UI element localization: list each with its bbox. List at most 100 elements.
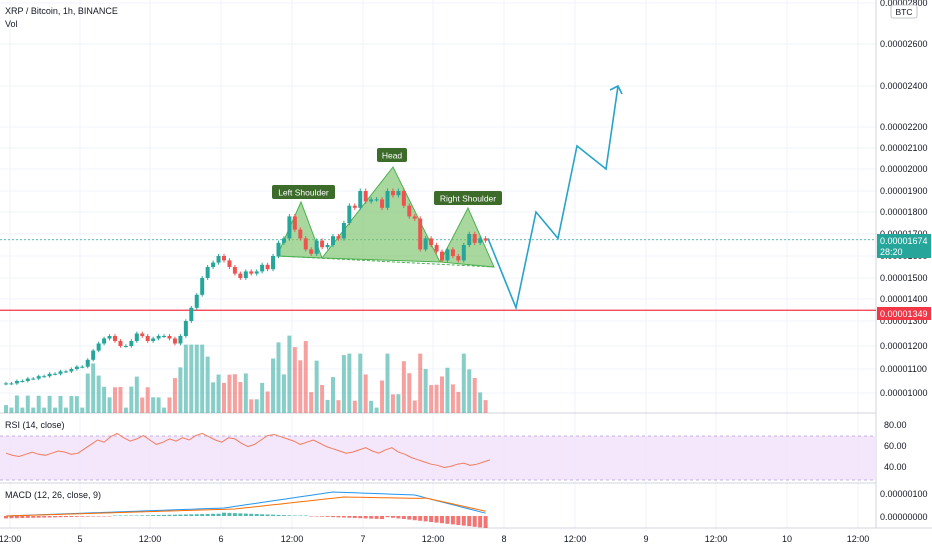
candlesticks: [4, 188, 488, 386]
time-tick: 10: [782, 534, 792, 544]
volume-bar: [96, 375, 101, 413]
volume-bar: [91, 363, 96, 413]
candle-body: [385, 191, 390, 208]
time-tick: 12:00: [847, 534, 870, 544]
currency-text: BTC: [896, 7, 913, 17]
current-price-badge[interactable]: 0.00001674 28:20: [877, 234, 931, 258]
currency-badge[interactable]: BTC: [890, 4, 918, 19]
candle-body: [423, 238, 428, 250]
volume-bar: [374, 407, 379, 413]
volume-bar: [200, 344, 205, 413]
candle-body: [85, 359, 90, 367]
price-tick: 0.00002600: [880, 39, 928, 49]
macd-label[interactable]: MACD (12, 26, close, 9): [5, 490, 102, 500]
macd-bar: [216, 513, 221, 516]
price-tick: 0.00001400: [880, 294, 928, 304]
candle-body: [216, 256, 221, 263]
volume-bar: [216, 374, 221, 413]
candle-body: [374, 199, 379, 201]
macd-bar: [25, 516, 30, 518]
macd-bar: [42, 516, 47, 518]
macd-bar: [331, 516, 335, 518]
time-axis[interactable]: 12:00 5 12:00 6 12:00 7 12:00 8 12:00 9 12:00 10 12:…: [0, 534, 869, 544]
price-axis[interactable]: 0.00002800 0.00002600 0.00002400 0.00002200…: [880, 0, 928, 398]
macd-bar: [363, 516, 368, 519]
right-shoulder-text: Right Shoulder: [440, 194, 496, 204]
macd-bar: [189, 514, 194, 516]
macd-bar: [200, 514, 205, 516]
macd-bar: [227, 512, 232, 516]
vol-label[interactable]: Vol: [5, 19, 18, 29]
volume-bar: [102, 386, 107, 413]
projection-path[interactable]: [487, 85, 619, 311]
macd-bar: [303, 515, 308, 516]
macd-bar: [341, 516, 346, 518]
volume-bar: [118, 386, 123, 413]
volume-bar: [31, 407, 36, 413]
macd-tick: 0.00000000: [880, 512, 928, 522]
right-shoulder-label[interactable]: Right Shoulder: [434, 191, 502, 205]
candle-body: [456, 256, 461, 261]
macd-bar: [47, 516, 52, 518]
left-shoulder-label[interactable]: Left Shoulder: [272, 185, 335, 199]
volume-bar: [445, 367, 450, 413]
macd-bar: [145, 515, 150, 516]
macd-bar: [450, 516, 455, 525]
macd-bar: [140, 515, 145, 516]
price-tick: 0.00001300: [880, 316, 928, 326]
macd-bar: [36, 516, 41, 518]
candle-body: [412, 216, 417, 219]
volume-bar: [320, 384, 325, 413]
macd-bar: [325, 516, 330, 517]
price-tick: 0.00001900: [880, 186, 928, 196]
volume-bar: [461, 353, 466, 413]
volume-bar: [390, 394, 395, 413]
candle-body: [123, 346, 128, 347]
signal-line: [5, 496, 486, 517]
volume-bar: [271, 358, 276, 413]
candle-body: [461, 245, 466, 261]
volume-bar: [113, 387, 117, 413]
macd-bar: [298, 515, 303, 516]
macd-bar: [347, 516, 352, 518]
candle-body: [260, 264, 265, 272]
volume-bar: [232, 374, 237, 413]
macd-bar: [320, 516, 325, 517]
macd-bar: [260, 514, 265, 516]
volume-bar: [450, 384, 455, 413]
macd-tick: 0.00000100: [880, 489, 928, 499]
candle-body: [292, 216, 297, 230]
volume-bar: [309, 392, 314, 413]
macd-bar: [254, 514, 259, 516]
candle-body: [363, 191, 368, 202]
volume-bar: [423, 368, 428, 413]
time-tick: 12:00: [139, 534, 162, 544]
macd-bar: [276, 514, 281, 516]
candle-body: [53, 373, 58, 375]
candle-body: [162, 336, 167, 337]
macd-bar: [222, 512, 226, 516]
volume-bar: [9, 407, 14, 413]
candle-body: [440, 251, 444, 261]
head-label[interactable]: Head: [377, 148, 407, 162]
volume-bar: [363, 374, 368, 413]
price-tick: 0.00002100: [880, 143, 928, 153]
rsi-label[interactable]: RSI (14, close): [5, 420, 65, 430]
macd-histogram: [4, 512, 488, 528]
macd-bar: [31, 516, 36, 518]
macd-bar: [374, 516, 379, 519]
macd-bar: [113, 515, 117, 516]
macd-bar: [292, 515, 297, 516]
candle-body: [134, 333, 139, 341]
rsi-band: [0, 436, 876, 480]
volume-bar: [456, 391, 461, 413]
support-price-badge[interactable]: 0.00001349: [877, 307, 931, 320]
time-tick: 12:00: [0, 534, 21, 544]
volume-bar: [341, 355, 346, 413]
candle-body: [232, 267, 237, 274]
symbol-title[interactable]: XRP / Bitcoin, 1h, BINANCE: [5, 6, 118, 16]
volume-bar: [107, 397, 112, 413]
volume-bar: [80, 407, 85, 413]
candle-body: [189, 307, 194, 321]
